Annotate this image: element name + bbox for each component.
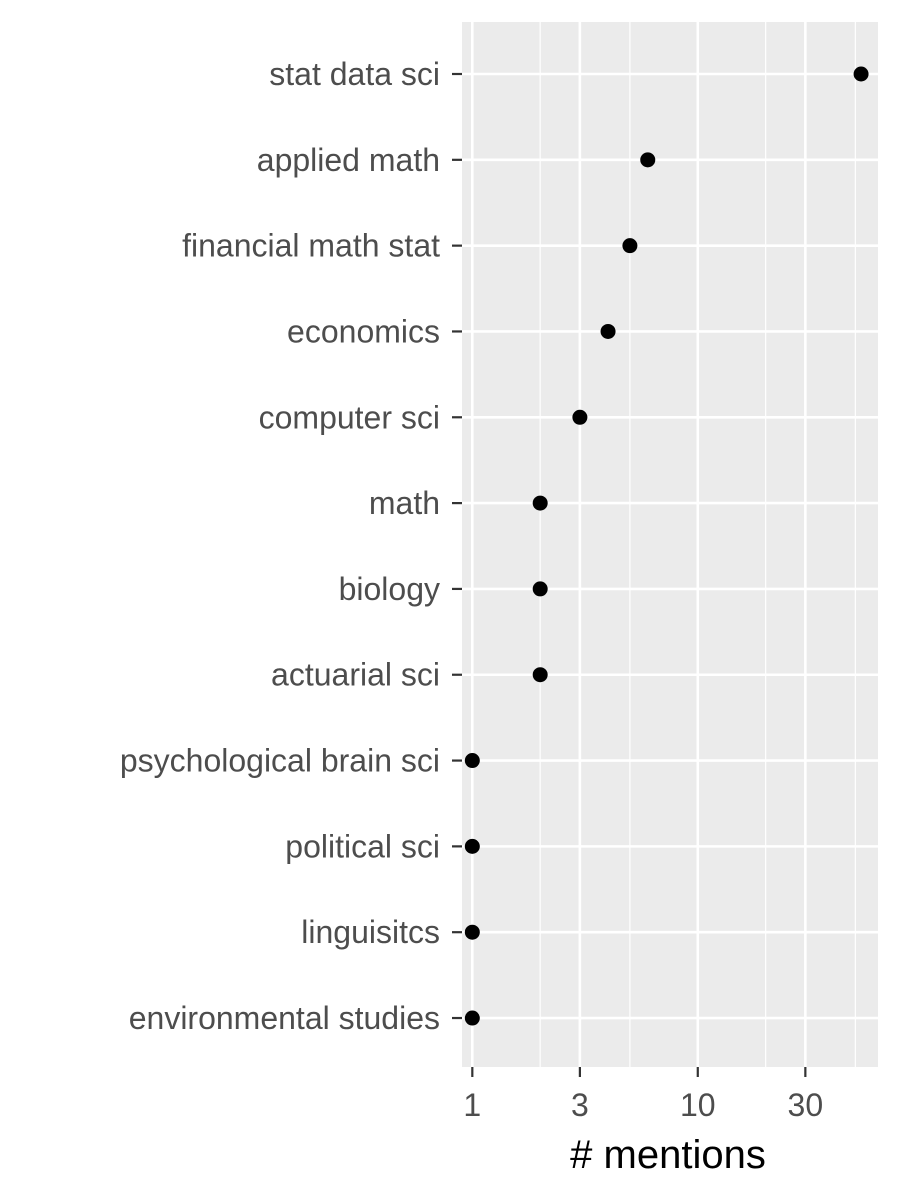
plot-panel bbox=[462, 22, 878, 1067]
y-tick-label: computer sci bbox=[259, 399, 440, 435]
x-axis-title: # mentions bbox=[570, 1133, 766, 1177]
y-tick-label: environmental studies bbox=[129, 1000, 440, 1036]
data-point bbox=[572, 409, 588, 425]
data-point bbox=[532, 667, 548, 683]
data-point bbox=[622, 238, 638, 254]
y-tick-label: political sci bbox=[285, 828, 440, 864]
y-tick-label: stat data sci bbox=[269, 56, 440, 92]
major-gridlines bbox=[462, 22, 878, 1067]
y-tick-label: math bbox=[369, 485, 440, 521]
data-point bbox=[600, 323, 616, 339]
x-tick-label: 3 bbox=[571, 1087, 589, 1123]
x-tick-label: 10 bbox=[680, 1087, 716, 1123]
y-tick-label: financial math stat bbox=[182, 228, 440, 264]
data-points bbox=[464, 66, 869, 1026]
data-point bbox=[464, 838, 480, 854]
y-axis: stat data sci applied math financial math … bbox=[120, 56, 462, 1036]
y-tick-label: biology bbox=[339, 571, 440, 607]
data-point bbox=[853, 66, 869, 82]
data-point bbox=[640, 152, 656, 168]
y-tick-label: psychological brain sci bbox=[120, 743, 440, 779]
minor-gridlines bbox=[539, 22, 856, 1067]
x-axis: 1 3 10 30 bbox=[463, 1067, 823, 1123]
data-point bbox=[532, 495, 548, 511]
data-point bbox=[464, 924, 480, 940]
data-point bbox=[532, 581, 548, 597]
y-tick-label: economics bbox=[287, 313, 440, 349]
x-tick-label: 30 bbox=[788, 1087, 824, 1123]
y-tick-label: applied math bbox=[257, 142, 440, 178]
data-point bbox=[464, 753, 480, 769]
x-tick-label: 1 bbox=[463, 1087, 481, 1123]
y-tick-label: actuarial sci bbox=[271, 657, 440, 693]
data-point bbox=[464, 1010, 480, 1026]
y-tick-label: linguisitcs bbox=[301, 914, 440, 950]
